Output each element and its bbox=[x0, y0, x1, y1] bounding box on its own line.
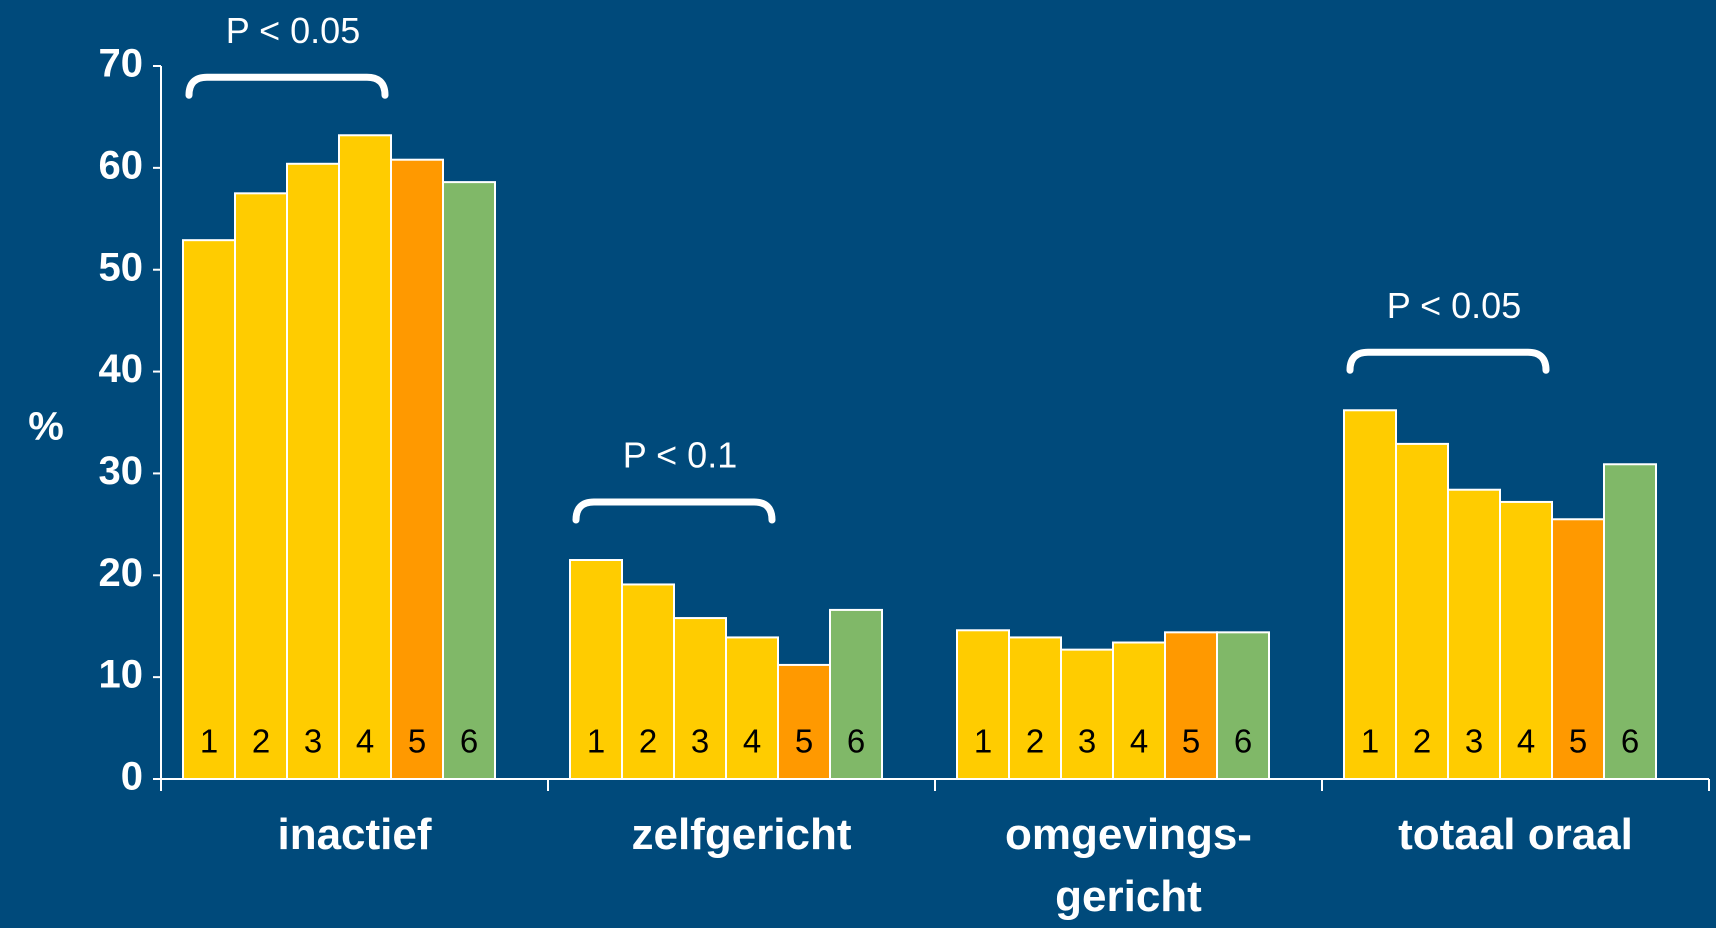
y-tick-label: 20 bbox=[99, 551, 144, 595]
x-tick-label: omgevings-gericht bbox=[1005, 810, 1252, 921]
x-tick-label: totaal oraal bbox=[1398, 810, 1633, 859]
bar bbox=[569, 559, 623, 780]
series-label: 4 bbox=[1517, 723, 1535, 760]
bar bbox=[1551, 518, 1605, 780]
significance-bracket bbox=[1346, 348, 1550, 374]
series-label: 1 bbox=[1361, 723, 1379, 760]
y-tick-label: 70 bbox=[99, 42, 144, 86]
series-label: 5 bbox=[1182, 723, 1200, 760]
bar bbox=[234, 192, 288, 781]
bar bbox=[1164, 631, 1218, 781]
series-label: 5 bbox=[795, 723, 813, 760]
series-label: 6 bbox=[1621, 723, 1639, 760]
bar bbox=[286, 162, 340, 781]
series-label: 2 bbox=[1026, 723, 1044, 760]
annotation: P < 0.05 bbox=[226, 10, 360, 51]
series-label: 1 bbox=[587, 723, 605, 760]
y-tick-label: 10 bbox=[99, 653, 144, 697]
x-tick-label: inactief bbox=[277, 810, 431, 859]
series-label: 6 bbox=[460, 723, 478, 760]
y-tick-label: 50 bbox=[99, 245, 144, 289]
series-label: 1 bbox=[974, 723, 992, 760]
series-label: 1 bbox=[200, 723, 218, 760]
bar bbox=[1008, 636, 1062, 780]
series-label: 3 bbox=[304, 723, 322, 760]
series-label: 4 bbox=[743, 723, 761, 760]
series-label: 3 bbox=[1078, 723, 1096, 760]
bar bbox=[338, 134, 392, 780]
bar bbox=[829, 608, 883, 780]
annotation: P < 0.05 bbox=[1387, 285, 1521, 326]
x-tick-label: zelfgericht bbox=[631, 810, 851, 859]
bar bbox=[1395, 442, 1449, 780]
bar bbox=[442, 181, 496, 781]
y-tick-label: 40 bbox=[99, 347, 144, 391]
y-tick-label: 0 bbox=[121, 755, 143, 799]
y-tick-label: 30 bbox=[99, 449, 144, 493]
annotation: P < 0.1 bbox=[623, 435, 737, 476]
bar bbox=[182, 239, 236, 780]
bar bbox=[1499, 500, 1553, 780]
series-label: 4 bbox=[1130, 723, 1148, 760]
significance-bracket bbox=[572, 498, 776, 524]
series-label: 3 bbox=[1465, 723, 1483, 760]
series-label: 2 bbox=[252, 723, 270, 760]
series-label: 5 bbox=[1569, 723, 1587, 760]
series-label: 5 bbox=[408, 723, 426, 760]
series-label: 4 bbox=[356, 723, 374, 760]
series-label: 2 bbox=[1413, 723, 1431, 760]
y-tick-label: 60 bbox=[99, 143, 144, 187]
y-axis-label: % bbox=[28, 405, 64, 449]
series-label: 6 bbox=[847, 723, 865, 760]
bar bbox=[956, 629, 1010, 780]
series-label: 6 bbox=[1234, 723, 1252, 760]
bar bbox=[390, 158, 444, 781]
significance-bracket bbox=[185, 73, 389, 99]
series-label: 2 bbox=[639, 723, 657, 760]
bar bbox=[1447, 488, 1501, 780]
series-label: 3 bbox=[691, 723, 709, 760]
bar bbox=[1603, 463, 1657, 780]
